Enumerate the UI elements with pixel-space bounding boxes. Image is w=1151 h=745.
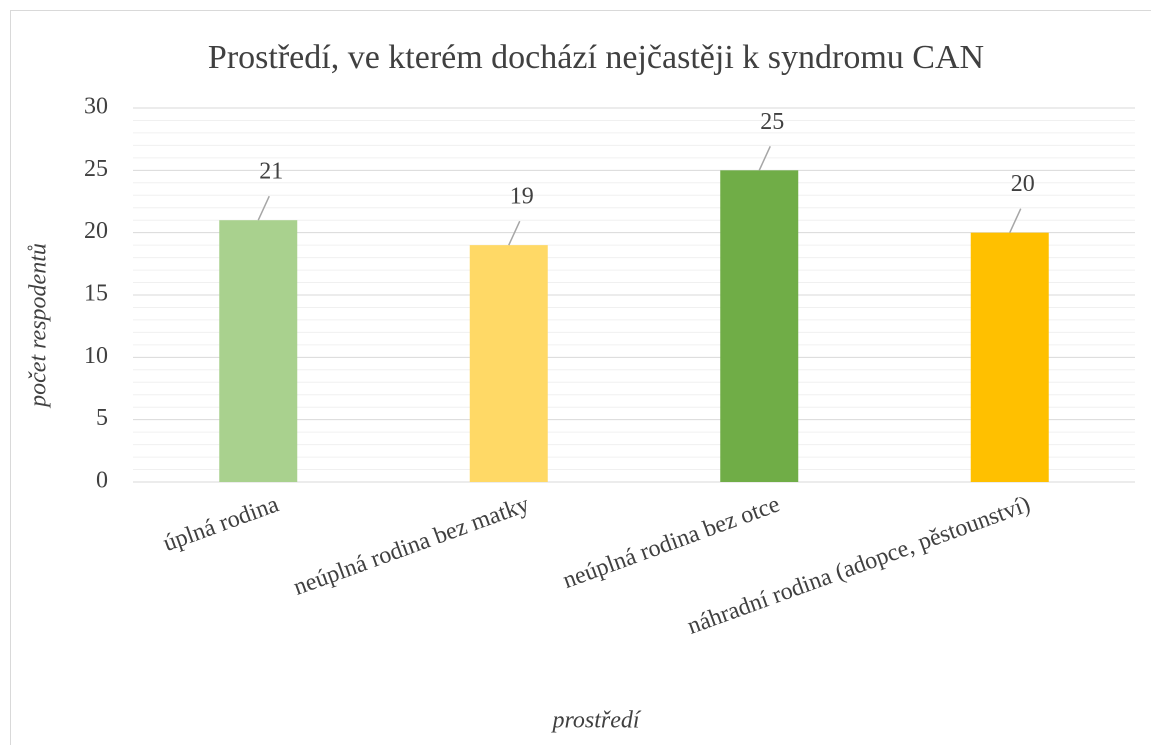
- leader-line: [257, 195, 270, 221]
- y-tick-label: 0: [96, 468, 108, 494]
- bar: [469, 245, 548, 482]
- y-axis-title: počet respodentů: [26, 243, 52, 409]
- leader-line: [508, 220, 521, 246]
- leader-line: [1009, 208, 1022, 233]
- y-tick-label: 25: [84, 156, 108, 182]
- bar: [970, 232, 1049, 482]
- leader-line: [758, 146, 771, 171]
- data-label: 21: [259, 159, 283, 185]
- y-tick-label: 15: [84, 281, 108, 307]
- y-tick-label: 10: [84, 343, 108, 369]
- bar: [720, 170, 799, 483]
- data-label: 19: [510, 184, 534, 210]
- data-label: 25: [760, 109, 784, 135]
- y-tick-label: 30: [84, 94, 108, 120]
- data-label: 20: [1011, 171, 1035, 197]
- y-tick-label: 20: [84, 218, 108, 244]
- x-axis-title: prostředí: [550, 708, 641, 734]
- y-tick-label: 5: [96, 405, 108, 431]
- bar: [219, 220, 298, 482]
- chart-title: Prostředí, ve kterém dochází nejčastěji …: [208, 39, 984, 76]
